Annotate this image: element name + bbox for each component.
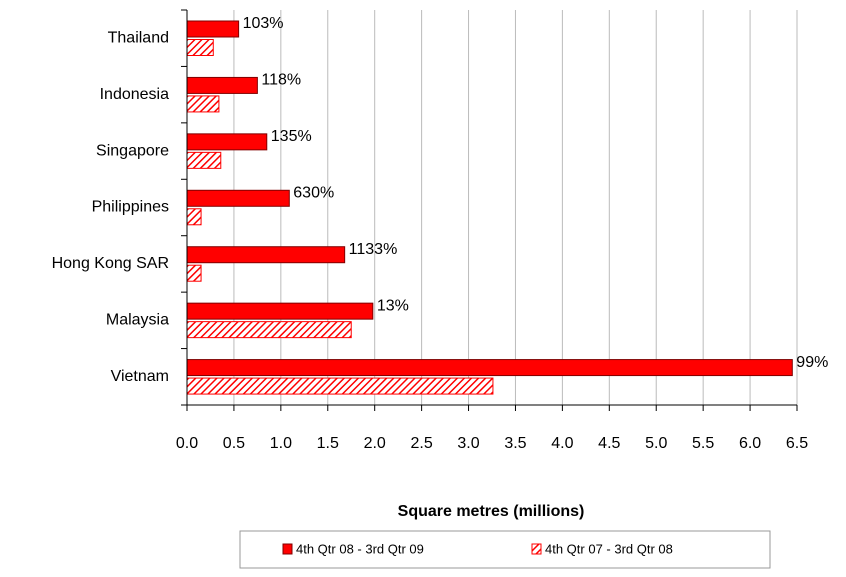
legend-label: 4th Qtr 07 - 3rd Qtr 08 [545, 541, 673, 556]
bar [186, 246, 346, 264]
x-tick-label: 4.5 [598, 435, 620, 452]
bar [186, 76, 258, 94]
bar [186, 151, 222, 169]
annotation: 630% [293, 185, 334, 202]
annotation: 1133% [349, 241, 398, 258]
x-tick-label: 3.5 [504, 435, 526, 452]
x-tick-label: 2.5 [410, 435, 432, 452]
bar [186, 189, 290, 207]
annotation: 103% [243, 15, 284, 32]
bar [186, 302, 374, 320]
bar [186, 264, 202, 282]
x-tick-label: 0.0 [176, 435, 198, 452]
x-tick-label: 5.0 [645, 435, 667, 452]
annotation: 135% [271, 128, 312, 145]
annotation: 13% [377, 297, 409, 314]
bar [186, 133, 268, 151]
y-tick-label: Singapore [96, 142, 169, 159]
annotation: 99% [796, 354, 828, 371]
x-tick-label: 1.5 [317, 435, 339, 452]
x-tick-label: 2.0 [364, 435, 386, 452]
x-tick-label: 6.0 [739, 435, 761, 452]
y-tick-label: Malaysia [106, 312, 169, 329]
bar [186, 377, 494, 395]
y-tick-label: Vietnam [111, 368, 169, 385]
x-tick-label: 1.0 [270, 435, 292, 452]
x-tick-label: 6.5 [786, 435, 808, 452]
bar [186, 359, 793, 377]
y-tick-label: Thailand [108, 29, 169, 46]
x-tick-label: 5.5 [692, 435, 714, 452]
x-axis-title: Square metres (millions) [398, 503, 585, 520]
legend-box [239, 530, 771, 569]
bar [186, 95, 220, 113]
y-tick-label: Indonesia [100, 86, 169, 103]
x-tick-label: 0.5 [223, 435, 245, 452]
y-tick-label: Philippines [92, 199, 169, 216]
bar [186, 20, 240, 38]
legend-swatch [531, 543, 542, 555]
x-tick-label: 3.0 [457, 435, 479, 452]
y-tick-label: Hong Kong SAR [52, 255, 169, 272]
bar [186, 208, 202, 226]
annotation: 118% [261, 72, 301, 89]
x-tick-label: 4.0 [551, 435, 573, 452]
bar [186, 39, 214, 56]
legend-label: 4th Qtr 08 - 3rd Qtr 09 [296, 541, 424, 556]
legend-swatch [282, 543, 293, 555]
bar [186, 321, 352, 339]
